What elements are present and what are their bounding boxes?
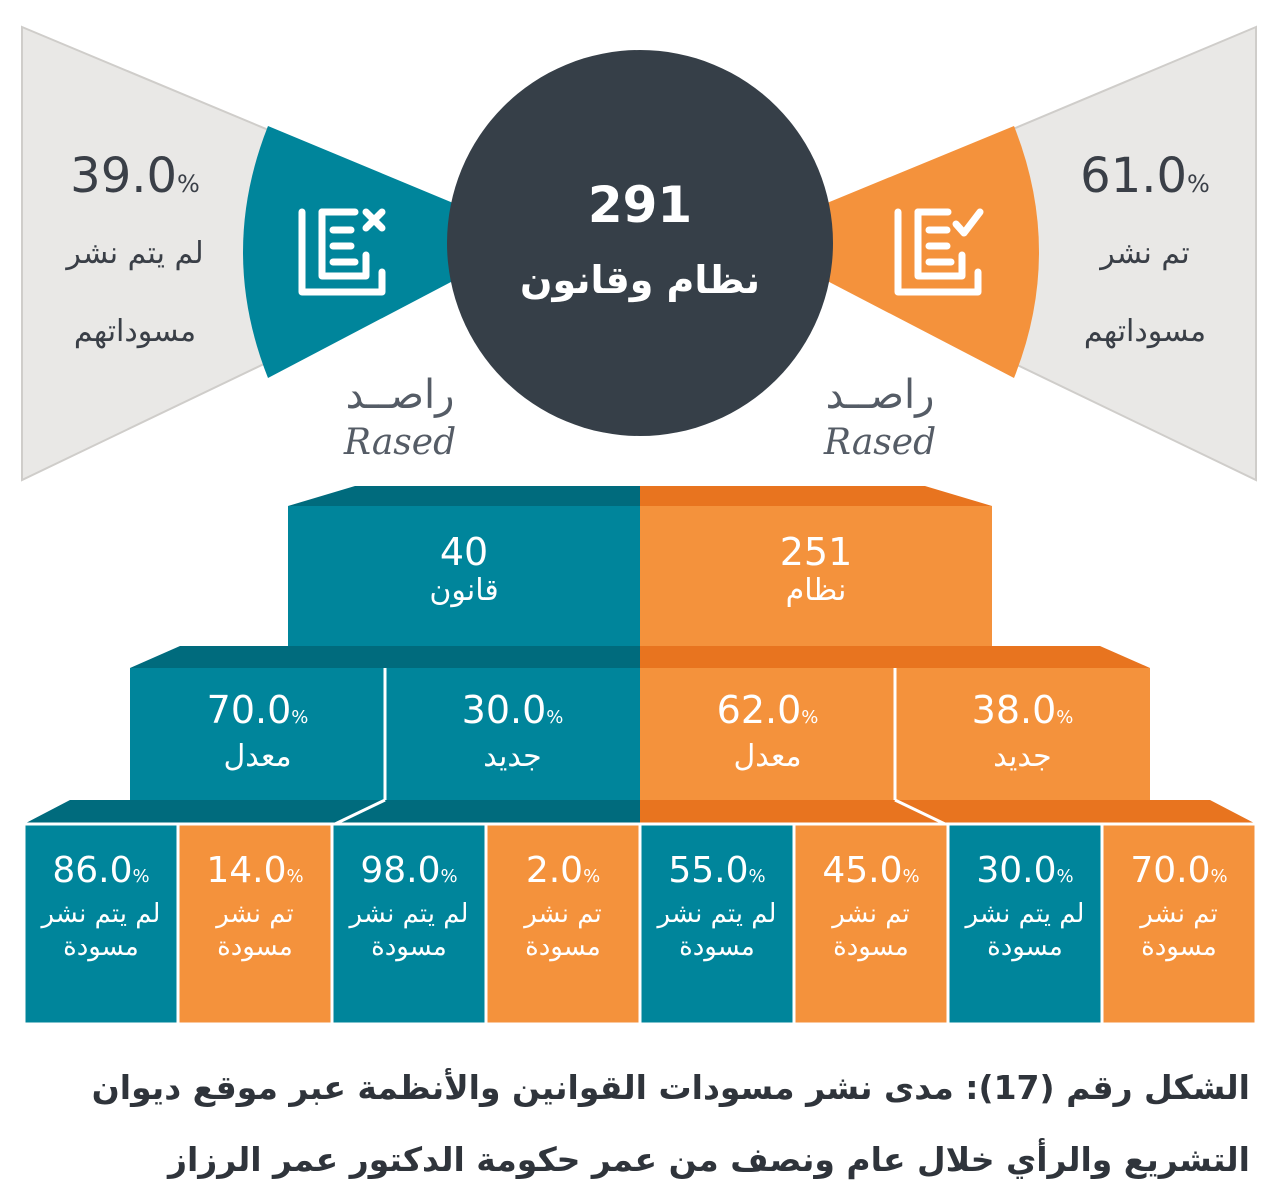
qanun-count: 40 bbox=[439, 530, 489, 574]
detail-cell: 2.0% تم نشر مسودة bbox=[486, 824, 640, 1024]
detail-cell-bg bbox=[176, 822, 334, 1026]
qanun-muaddal-percent: 70.0% bbox=[206, 688, 309, 732]
brand-logo-latin-left: Rased bbox=[343, 422, 457, 463]
nizam-muaddal-label: معدل bbox=[733, 739, 802, 774]
level2-top-teal bbox=[130, 646, 640, 668]
detail-cell-bg bbox=[1100, 822, 1258, 1026]
detail-cell-percent: 45.0% bbox=[822, 850, 920, 891]
level2-top-orange bbox=[640, 646, 1150, 668]
nizam-label: نظام bbox=[785, 573, 847, 608]
document-check-icon bbox=[894, 208, 984, 296]
detail-cell-bg bbox=[22, 822, 180, 1026]
not-published-label-line2: مسوداتهم bbox=[73, 314, 197, 349]
nizam-jadid-label: جديد bbox=[993, 739, 1052, 774]
detail-cell-label: لم يتم نشر مسودة bbox=[349, 899, 469, 962]
qanun-count-box: 40 قانون bbox=[288, 508, 640, 608]
qanun-jadid-percent: 30.0% bbox=[461, 688, 564, 732]
detail-cell: 70.0% تم نشر مسودة bbox=[1102, 824, 1256, 1024]
detail-cell-label: تم نشر مسودة bbox=[832, 899, 910, 962]
detail-cell-bg bbox=[946, 822, 1104, 1026]
nizam-muaddal-percent: 62.0% bbox=[716, 688, 819, 732]
detail-cell-label: لم يتم نشر مسودة bbox=[965, 899, 1085, 962]
detail-cell: 45.0% تم نشر مسودة bbox=[794, 824, 948, 1024]
brand-logo-latin-right: Rased bbox=[823, 422, 937, 463]
detail-cell-percent: 70.0% bbox=[1130, 850, 1228, 891]
detail-cell-percent: 14.0% bbox=[206, 850, 304, 891]
qanun-label: قانون bbox=[429, 573, 499, 608]
detail-cell-label: تم نشر مسودة bbox=[216, 899, 294, 962]
level3-top-teal bbox=[24, 800, 640, 824]
qanun-jadid-block bbox=[385, 668, 640, 800]
detail-cell-bg bbox=[638, 822, 796, 1026]
detail-cell-percent: 55.0% bbox=[668, 850, 766, 891]
nizam-muaddal-box: 62.0% معدل bbox=[640, 668, 895, 774]
nizam-jadid-box: 38.0% جديد bbox=[895, 668, 1150, 774]
published-label-line1: تم نشر bbox=[1100, 236, 1190, 271]
total-label: نظام وقانون bbox=[520, 258, 760, 302]
nizam-muaddal-block bbox=[640, 668, 895, 800]
detail-cell-percent: 2.0% bbox=[525, 850, 601, 891]
detail-cell: 86.0% لم يتم نشر مسودة bbox=[24, 824, 178, 1024]
detail-cell: 14.0% تم نشر مسودة bbox=[178, 824, 332, 1024]
published-percent: 61.0% bbox=[1080, 148, 1210, 204]
detail-cell-bg bbox=[330, 822, 488, 1026]
nizam-count: 251 bbox=[779, 530, 853, 574]
qanun-jadid-label: جديد bbox=[483, 739, 542, 774]
detail-cell-bg bbox=[792, 822, 950, 1026]
qanun-muaddal-box: 70.0% معدل bbox=[130, 668, 385, 774]
detail-cell: 98.0% لم يتم نشر مسودة bbox=[332, 824, 486, 1024]
not-published-band bbox=[243, 126, 470, 378]
not-published-percent: 39.0% bbox=[70, 148, 200, 204]
detail-cell-label: لم يتم نشر مسودة bbox=[41, 899, 161, 962]
total-circle bbox=[447, 50, 833, 436]
detail-cell-percent: 30.0% bbox=[976, 850, 1074, 891]
nizam-block bbox=[640, 506, 992, 646]
brand-logo-arabic-right: راصــد bbox=[825, 372, 935, 418]
published-label-line2: مسوداتهم bbox=[1083, 314, 1207, 349]
qanun-muaddal-block bbox=[130, 668, 385, 800]
total-value: 291 bbox=[587, 176, 693, 234]
brand-logo-arabic-left: راصــد bbox=[345, 372, 455, 418]
nizam-jadid-block bbox=[895, 668, 1150, 800]
figure-caption-line1: الشكل رقم (17): مدى نشر مسودات القوانين … bbox=[91, 1068, 1250, 1107]
figure-caption-line2: التشريع والرأي خلال عام ونصف من عمر حكوم… bbox=[168, 1140, 1250, 1179]
published-band bbox=[810, 126, 1039, 378]
level1-top-orange bbox=[640, 486, 992, 506]
detail-cell-label: لم يتم نشر مسودة bbox=[657, 899, 777, 962]
detail-cell: 55.0% لم يتم نشر مسودة bbox=[640, 824, 794, 1024]
detail-cell: 30.0% لم يتم نشر مسودة bbox=[948, 824, 1102, 1024]
nizam-jadid-percent: 38.0% bbox=[971, 688, 1074, 732]
qanun-block bbox=[288, 506, 640, 646]
document-x-icon bbox=[298, 208, 386, 296]
level3-top-orange bbox=[640, 800, 1256, 824]
nizam-count-box: 251 نظام bbox=[640, 508, 992, 608]
detail-cell-label: تم نشر مسودة bbox=[524, 899, 602, 962]
qanun-jadid-box: 30.0% جديد bbox=[385, 668, 640, 774]
not-published-label-line1: لم يتم نشر bbox=[66, 236, 204, 271]
detail-cell-label: تم نشر مسودة bbox=[1140, 899, 1218, 962]
level3-bevel-line-a bbox=[334, 798, 386, 826]
level3-bevel-line-b bbox=[894, 798, 946, 826]
qanun-muaddal-label: معدل bbox=[223, 739, 292, 774]
level1-top-teal bbox=[288, 486, 640, 506]
detail-cell-percent: 86.0% bbox=[52, 850, 150, 891]
detail-cell-bg bbox=[484, 822, 642, 1026]
detail-cell-percent: 98.0% bbox=[360, 850, 458, 891]
